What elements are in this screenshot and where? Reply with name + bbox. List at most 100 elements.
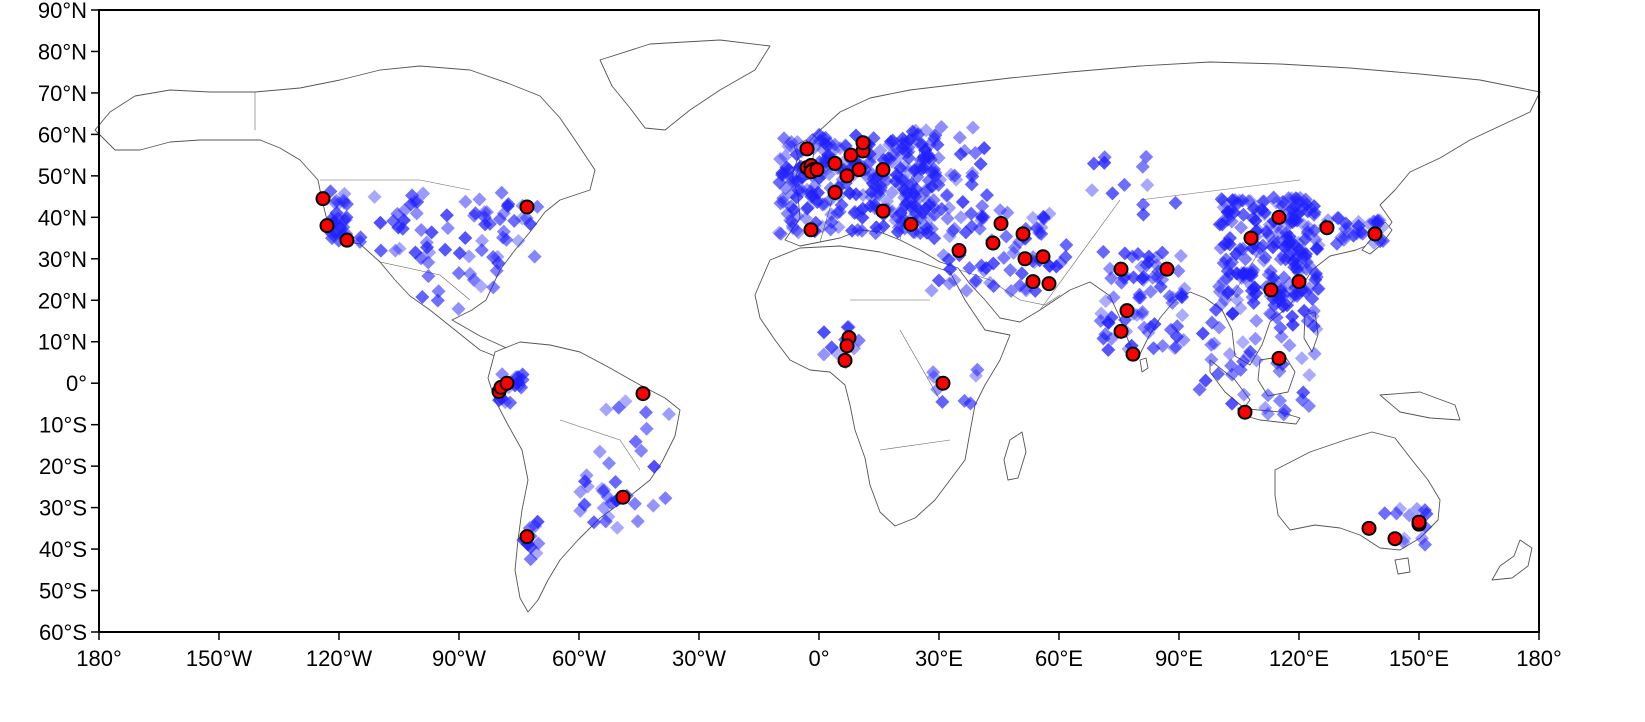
density-diamond-marker xyxy=(942,276,957,291)
lon-tick-label: 150°W xyxy=(186,646,253,671)
density-diamond-marker xyxy=(1354,224,1369,239)
density-diamond-marker xyxy=(913,137,928,152)
density-diamond-marker xyxy=(410,194,425,209)
density-diamond-marker xyxy=(489,263,504,278)
density-diamond-marker xyxy=(963,396,978,411)
density-diamond-marker xyxy=(1097,155,1112,170)
density-diamond-marker xyxy=(855,201,870,216)
density-diamond-marker xyxy=(964,177,979,192)
density-diamond-marker xyxy=(1225,193,1240,208)
site-marker xyxy=(1387,531,1403,547)
density-diamond-marker xyxy=(499,232,514,247)
density-diamond-marker xyxy=(604,496,619,511)
site-marker xyxy=(799,141,815,157)
density-diamond-marker xyxy=(942,229,957,244)
density-diamond-marker xyxy=(1366,214,1381,229)
density-diamond-marker xyxy=(1306,319,1321,334)
site-marker xyxy=(1243,230,1259,246)
density-diamond-marker xyxy=(904,199,919,214)
density-diamond-marker xyxy=(628,434,643,449)
density-diamond-marker xyxy=(924,283,939,298)
site-marker xyxy=(315,191,331,207)
density-diamond-marker xyxy=(775,165,790,180)
density-diamond-marker xyxy=(873,183,888,198)
lon-tick-label: 60°W xyxy=(552,646,606,671)
density-diamond-marker xyxy=(1204,337,1219,352)
density-diamond-marker xyxy=(1243,344,1258,359)
density-diamond-marker xyxy=(947,273,962,288)
density-diamond-marker xyxy=(974,258,989,273)
lon-tick-label: 30°W xyxy=(672,646,726,671)
density-diamond-marker xyxy=(420,240,435,255)
density-diamond-marker xyxy=(1219,252,1234,267)
density-diamond-marker xyxy=(396,213,411,228)
density-diamond-marker xyxy=(913,226,928,241)
density-diamond-marker xyxy=(1246,211,1261,226)
density-diamond-marker xyxy=(934,120,949,135)
new-zealand-land xyxy=(1491,539,1533,581)
density-diamond-marker xyxy=(661,407,676,422)
density-diamond-marker xyxy=(983,275,998,290)
density-diamond-marker xyxy=(1275,221,1290,236)
density-diamond-marker xyxy=(934,201,949,216)
density-diamond-marker xyxy=(573,484,588,499)
density-diamond-marker xyxy=(1211,367,1226,382)
site-marker xyxy=(855,135,871,151)
density-diamond-marker xyxy=(1136,270,1151,285)
site-marker xyxy=(1017,251,1033,267)
density-diamond-marker xyxy=(811,185,826,200)
density-diamond-marker xyxy=(1096,331,1111,346)
density-diamond-marker xyxy=(972,221,987,236)
density-diamond-marker xyxy=(507,213,522,228)
density-diamond-marker xyxy=(431,284,446,299)
density-diamond-marker xyxy=(1153,279,1168,294)
density-diamond-marker xyxy=(1241,194,1256,209)
density-diamond-marker xyxy=(1247,280,1262,295)
density-diamond-marker xyxy=(931,273,946,288)
density-diamond-marker xyxy=(849,187,864,202)
density-diamond-marker xyxy=(646,498,661,513)
density-diamond-marker xyxy=(1249,353,1264,368)
density-diamond-marker xyxy=(1415,531,1430,546)
density-diamond-marker xyxy=(919,123,934,138)
density-diamond-marker xyxy=(1225,306,1240,321)
new-guinea-land xyxy=(1379,391,1461,421)
density-diamond-marker xyxy=(976,210,991,225)
tasmania-land xyxy=(1394,557,1411,575)
density-diamond-marker xyxy=(327,195,342,210)
density-diamond-marker xyxy=(864,184,879,199)
density-diamond-marker xyxy=(968,273,983,288)
density-diamond-marker xyxy=(529,546,544,561)
density-diamond-marker xyxy=(336,195,351,210)
density-diamond-marker xyxy=(1167,341,1182,356)
density-diamond-marker xyxy=(1198,373,1213,388)
density-diamond-marker xyxy=(1117,177,1132,192)
density-diamond-marker xyxy=(927,231,942,246)
site-marker xyxy=(615,489,631,505)
density-diamond-marker xyxy=(833,141,848,156)
density-diamond-marker xyxy=(905,124,920,139)
density-diamond-marker xyxy=(618,394,633,409)
density-diamond-marker xyxy=(869,220,884,235)
density-diamond-marker xyxy=(1237,265,1252,280)
density-diamond-marker xyxy=(909,181,924,196)
density-diamond-marker xyxy=(530,514,545,529)
density-diamond-marker xyxy=(530,199,545,214)
density-diamond-marker xyxy=(1244,265,1259,280)
density-diamond-marker xyxy=(599,402,614,417)
site-marker xyxy=(993,216,1009,232)
density-diamond-marker xyxy=(388,243,403,258)
density-diamond-marker xyxy=(1300,204,1315,219)
density-diamond-marker xyxy=(1285,309,1300,324)
density-diamond-marker xyxy=(1260,388,1275,403)
density-diamond-marker xyxy=(999,229,1014,244)
density-diamond-marker xyxy=(451,301,466,316)
density-diamond-marker xyxy=(1351,214,1366,229)
density-diamond-marker xyxy=(527,249,542,264)
density-diamond-marker xyxy=(892,178,907,193)
density-diamond-marker xyxy=(883,151,898,166)
density-diamond-marker xyxy=(1104,271,1119,286)
density-diamond-marker xyxy=(596,501,611,516)
density-diamond-marker xyxy=(475,233,490,248)
site-marker xyxy=(809,162,825,178)
